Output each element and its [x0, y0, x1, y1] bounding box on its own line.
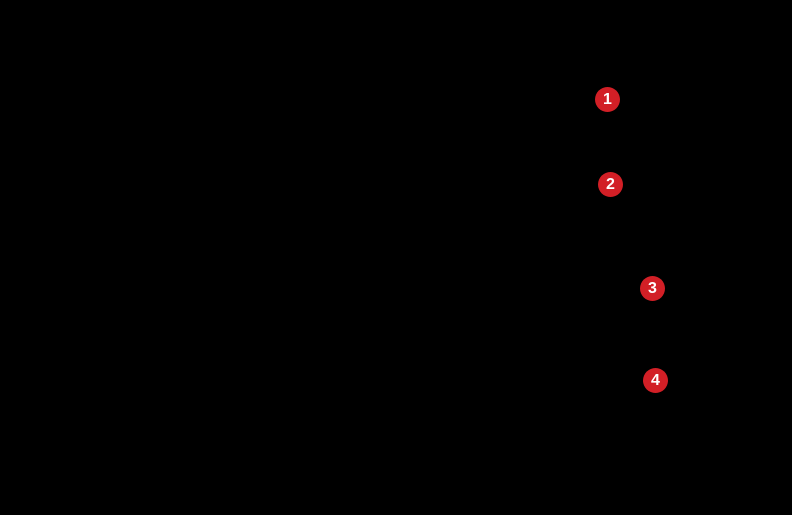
annotation-mark-3[interactable]: 3 — [640, 276, 665, 301]
annotation-mark-2-label: 2 — [606, 175, 615, 193]
annotation-mark-3-label: 3 — [648, 279, 657, 297]
annotation-mark-4[interactable]: 4 — [643, 368, 668, 393]
annotation-mark-2[interactable]: 2 — [598, 172, 623, 197]
annotation-mark-1[interactable]: 1 — [595, 87, 620, 112]
annotation-mark-1-label: 1 — [603, 90, 612, 108]
annotation-mark-4-label: 4 — [651, 371, 660, 389]
